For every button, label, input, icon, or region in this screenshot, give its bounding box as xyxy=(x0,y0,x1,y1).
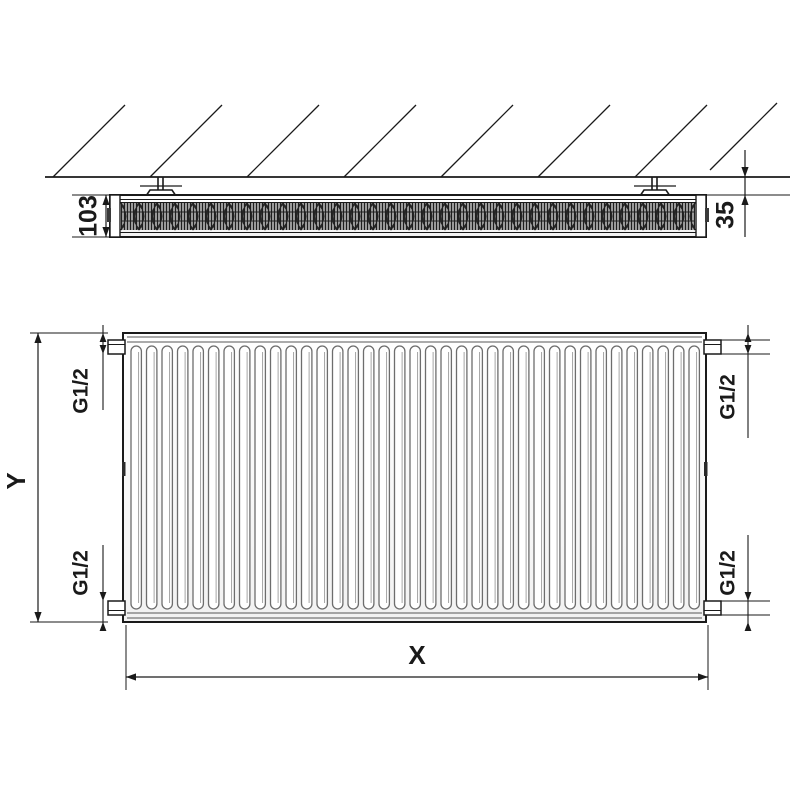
port-bottom-right xyxy=(703,600,722,616)
height-dimension-label: Y xyxy=(1,472,31,489)
front-panel-channel-shading xyxy=(138,352,698,603)
g12-bottom-left-label: G1/2 xyxy=(70,550,93,596)
wall-hatching xyxy=(52,102,778,178)
g12-top-right-label: G1/2 xyxy=(717,374,740,420)
gap-dimension-label: 35 xyxy=(712,201,740,229)
dimension-g12-top-left: G1/2 xyxy=(70,325,107,414)
dimension-height-Y: Y xyxy=(1,332,108,623)
port-top-right xyxy=(703,339,722,355)
wall-bracket-left xyxy=(140,177,182,197)
g12-top-left-label: G1/2 xyxy=(70,368,93,414)
port-bottom-left xyxy=(107,600,126,616)
front-panel-right-edge-mark xyxy=(704,462,708,476)
side-section-view: 103 35 xyxy=(45,102,790,238)
dimension-g12-bottom-left: G1/2 xyxy=(70,545,107,631)
dimension-depth-103: 103 xyxy=(72,194,122,238)
front-panel-top-header xyxy=(127,336,702,343)
front-panel-bottom-header xyxy=(127,612,702,619)
dimension-g12-top-right: G1/2 xyxy=(717,325,770,438)
g12-bottom-right-label: G1/2 xyxy=(717,550,740,596)
dimension-width-X: X xyxy=(125,625,709,690)
convector-fin-pack xyxy=(120,202,696,231)
dimension-gap-35: 35 xyxy=(706,150,790,237)
depth-dimension-label: 103 xyxy=(75,195,103,237)
port-top-left xyxy=(107,339,126,355)
front-elevation-view: G1/2 G1/2 G1/2 G1/2 xyxy=(1,325,770,690)
front-panel-left-edge-mark xyxy=(122,462,126,476)
wall-bracket-right xyxy=(634,177,676,197)
dimension-g12-bottom-right: G1/2 xyxy=(717,535,770,631)
width-dimension-label: X xyxy=(408,640,426,670)
